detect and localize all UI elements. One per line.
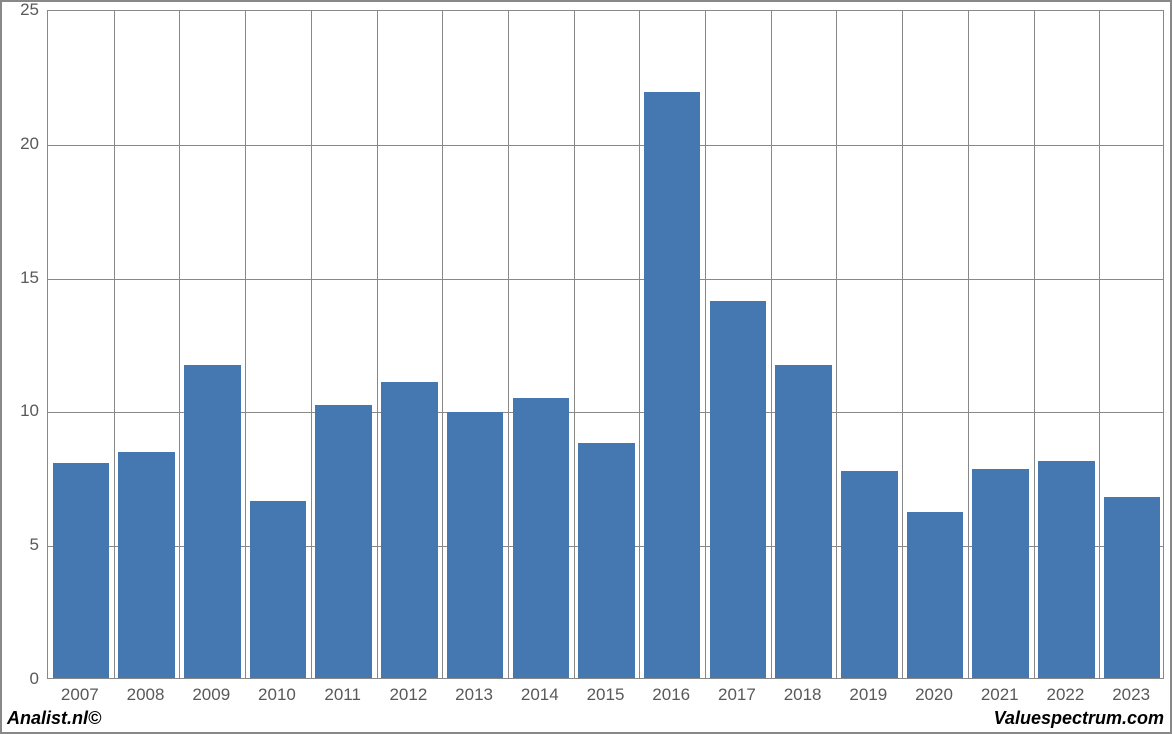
gridline-h bbox=[48, 145, 1163, 146]
x-tick-label: 2022 bbox=[1047, 685, 1085, 705]
gridline-v bbox=[508, 11, 509, 678]
bar bbox=[250, 501, 307, 678]
gridline-v bbox=[1099, 11, 1100, 678]
plot-region bbox=[47, 10, 1164, 679]
gridline-h bbox=[48, 279, 1163, 280]
gridline-v bbox=[968, 11, 969, 678]
bar bbox=[972, 469, 1029, 678]
gridline-v bbox=[574, 11, 575, 678]
gridline-v bbox=[179, 11, 180, 678]
x-tick-label: 2017 bbox=[718, 685, 756, 705]
x-tick-label: 2014 bbox=[521, 685, 559, 705]
gridline-v bbox=[311, 11, 312, 678]
y-tick-label: 25 bbox=[2, 0, 39, 20]
bar bbox=[644, 92, 701, 678]
x-tick-label: 2021 bbox=[981, 685, 1019, 705]
gridline-v bbox=[1034, 11, 1035, 678]
bar bbox=[447, 412, 504, 678]
bar bbox=[315, 405, 372, 678]
x-tick-label: 2009 bbox=[192, 685, 230, 705]
gridline-v bbox=[836, 11, 837, 678]
x-tick-label: 2015 bbox=[587, 685, 625, 705]
bar bbox=[513, 398, 570, 678]
gridline-v bbox=[705, 11, 706, 678]
bar bbox=[1104, 497, 1161, 678]
y-tick-label: 5 bbox=[2, 535, 39, 555]
bar bbox=[710, 301, 767, 678]
y-tick-label: 0 bbox=[2, 669, 39, 689]
bar bbox=[118, 452, 175, 678]
bar bbox=[578, 443, 635, 678]
gridline-v bbox=[114, 11, 115, 678]
footer-right: Valuespectrum.com bbox=[994, 708, 1164, 729]
chart-container: 0 5 10 15 20 25 2007 2008 2009 2010 2011 2012 2013 2… bbox=[0, 0, 1172, 734]
gridline-v bbox=[902, 11, 903, 678]
bar bbox=[1038, 461, 1095, 678]
x-tick-label: 2007 bbox=[61, 685, 99, 705]
x-tick-label: 2011 bbox=[324, 685, 361, 705]
bar bbox=[53, 463, 110, 678]
x-tick-label: 2018 bbox=[784, 685, 822, 705]
gridline-v bbox=[442, 11, 443, 678]
y-tick-label: 20 bbox=[2, 134, 39, 154]
y-tick-label: 10 bbox=[2, 401, 39, 421]
bar bbox=[381, 382, 438, 678]
x-tick-label: 2008 bbox=[127, 685, 165, 705]
gridline-v bbox=[639, 11, 640, 678]
x-tick-label: 2016 bbox=[652, 685, 690, 705]
x-tick-label: 2023 bbox=[1112, 685, 1150, 705]
bar bbox=[907, 512, 964, 678]
x-tick-label: 2019 bbox=[849, 685, 887, 705]
x-tick-label: 2020 bbox=[915, 685, 953, 705]
gridline-v bbox=[771, 11, 772, 678]
footer-left: Analist.nl© bbox=[7, 708, 101, 729]
x-tick-label: 2013 bbox=[455, 685, 493, 705]
bar bbox=[841, 471, 898, 678]
x-tick-label: 2010 bbox=[258, 685, 296, 705]
gridline-v bbox=[377, 11, 378, 678]
bar bbox=[775, 365, 832, 678]
bar bbox=[184, 365, 241, 678]
y-tick-label: 15 bbox=[2, 268, 39, 288]
x-tick-label: 2012 bbox=[389, 685, 427, 705]
gridline-v bbox=[245, 11, 246, 678]
